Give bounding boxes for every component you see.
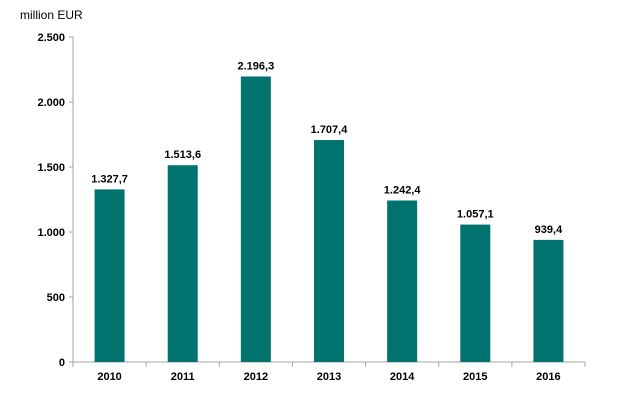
y-tick-label: 1.000 bbox=[37, 227, 65, 239]
x-tick-label-2016: 2016 bbox=[536, 371, 560, 383]
data-label-2014: 1.242,4 bbox=[384, 184, 422, 196]
data-label-2011: 1.513,6 bbox=[164, 149, 201, 161]
bar-2015 bbox=[460, 224, 491, 362]
bar-2010 bbox=[94, 189, 125, 362]
x-axis: 2010 2011 2012 2013 2014 2015 2016 bbox=[72, 361, 586, 383]
bars bbox=[94, 76, 564, 362]
x-tick-label-2012: 2012 bbox=[244, 371, 268, 383]
x-tick-label-2011: 2011 bbox=[171, 371, 195, 383]
bar-2012 bbox=[240, 76, 271, 362]
y-tick-label: 1.500 bbox=[37, 162, 65, 174]
bar-2011 bbox=[167, 165, 198, 362]
x-tick-label-2010: 2010 bbox=[97, 371, 121, 383]
y-tick-label: 2.000 bbox=[37, 97, 65, 109]
data-label-2015: 1.057,1 bbox=[457, 209, 494, 221]
y-axis: 0 500 1.000 1.500 2.000 2.500 bbox=[37, 32, 74, 369]
y-tick-label: 0 bbox=[59, 357, 65, 369]
data-label-2016: 939,4 bbox=[535, 224, 563, 236]
y-axis-unit-label: million EUR bbox=[20, 8, 83, 22]
bar-2016 bbox=[533, 239, 564, 362]
data-labels: 1.327,7 1.513,6 2.196,3 1.707,4 1.242,4 1.057… bbox=[91, 60, 563, 235]
data-label-2010: 1.327,7 bbox=[91, 173, 128, 185]
x-tick-label-2013: 2013 bbox=[317, 371, 341, 383]
data-label-2013: 1.707,4 bbox=[311, 124, 349, 136]
y-tick-label: 500 bbox=[47, 292, 65, 304]
x-tick-label-2015: 2015 bbox=[463, 371, 487, 383]
x-tick-label-2014: 2014 bbox=[390, 371, 415, 383]
y-tick-label: 2.500 bbox=[37, 32, 65, 44]
bar-2013 bbox=[314, 140, 344, 362]
data-label-2012: 2.196,3 bbox=[238, 60, 275, 72]
bar-2014 bbox=[387, 200, 418, 362]
